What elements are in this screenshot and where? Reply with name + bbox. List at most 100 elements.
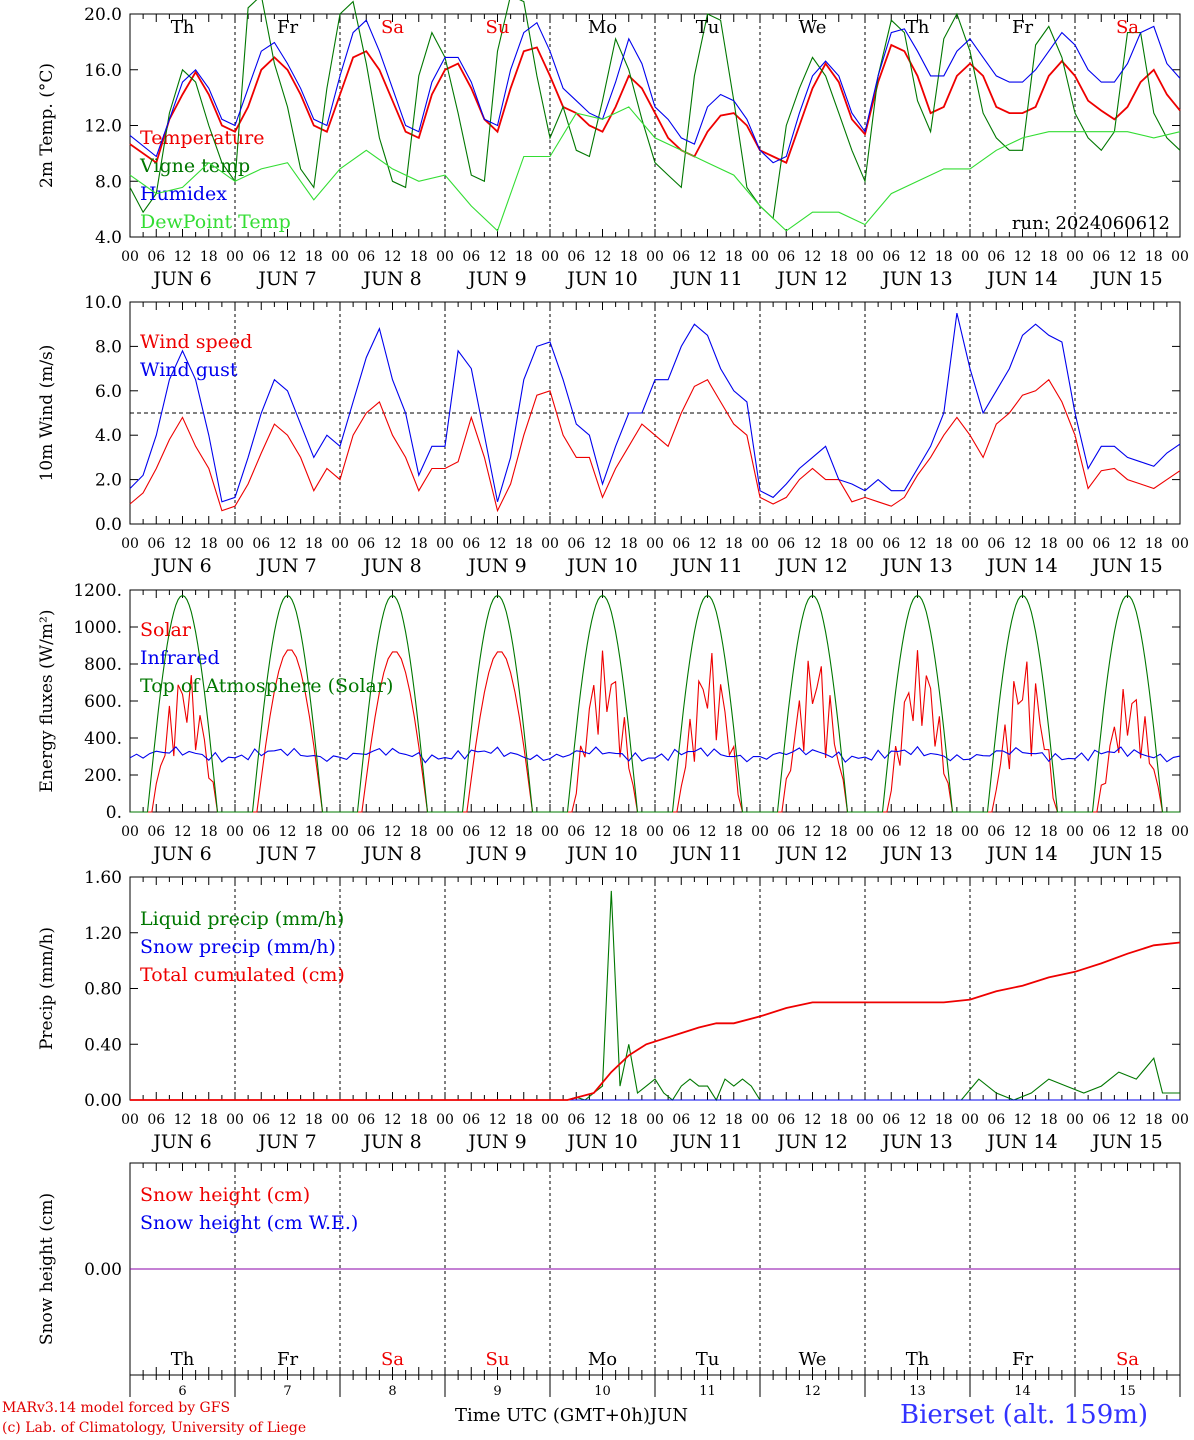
x-day-label: JUN 14 xyxy=(985,268,1057,290)
x-hour-label: 12 xyxy=(1119,536,1137,552)
x-hour-label: 18 xyxy=(620,1112,638,1128)
x-hour-label: 00 xyxy=(121,1112,139,1128)
x-day-label: JUN 15 xyxy=(1090,268,1162,290)
station-name: Bierset (alt. 159m) xyxy=(900,1400,1149,1430)
x-hour-label: 18 xyxy=(935,824,953,840)
x-minor-ticks xyxy=(129,302,1181,524)
x-minor-ticks xyxy=(129,14,1181,237)
x-hour-label: 12 xyxy=(279,824,297,840)
x-hour-label: 18 xyxy=(200,536,218,552)
x-day-label: JUN 6 xyxy=(151,555,211,577)
y-tick-label: 6.0 xyxy=(95,382,122,402)
x-hour-label: 06 xyxy=(882,536,900,552)
x-hour-label: 06 xyxy=(252,824,270,840)
x-hour-label: 06 xyxy=(462,249,480,265)
x-hour-label: 00 xyxy=(961,824,979,840)
x-hour-label: 18 xyxy=(515,824,533,840)
x-hour-label: 00 xyxy=(121,536,139,552)
series-line-2 xyxy=(130,941,1181,1101)
x-hour-label: 00 xyxy=(331,249,349,265)
x-hour-label: 00 xyxy=(1171,824,1189,840)
x-hour-label: 06 xyxy=(462,1112,480,1128)
x-hour-label: 06 xyxy=(567,1112,585,1128)
x-hour-label: 18 xyxy=(935,249,953,265)
x-hour-label: 00 xyxy=(646,536,664,552)
x-hour-label: 18 xyxy=(725,1112,743,1128)
panel-energy: 0. 200. 400. 600. 800. 1000. 1200. Energy fluxe… xyxy=(37,581,1189,865)
x-hour-label: 18 xyxy=(305,536,323,552)
x-hour-label: 18 xyxy=(1145,249,1163,265)
x-day-label: JUN 10 xyxy=(565,268,637,290)
x-hour-label: 12 xyxy=(489,536,507,552)
x-hour-label: 18 xyxy=(1040,536,1058,552)
weekday-label: Fr xyxy=(1012,1349,1033,1370)
x-day-label: JUN 14 xyxy=(985,555,1057,577)
x-hour-label: 06 xyxy=(987,824,1005,840)
x-day-label: JUN 7 xyxy=(256,555,316,577)
x-hour-label: 12 xyxy=(594,536,612,552)
x-hour-label: 00 xyxy=(751,824,769,840)
weekday-label: Tu xyxy=(696,1349,720,1370)
y-tick-label: 20.0 xyxy=(84,5,122,25)
x-day-label: JUN 6 xyxy=(151,1131,211,1153)
x-hour-label: 18 xyxy=(1040,824,1058,840)
x-day-label: JUN 7 xyxy=(256,843,316,865)
x-hour-label: 12 xyxy=(804,536,822,552)
x-hour-label: 00 xyxy=(436,1112,454,1128)
y-tick-label: 800. xyxy=(84,655,122,675)
legend-entry: DewPoint Temp xyxy=(140,211,291,233)
x-hour-label: 06 xyxy=(1092,1112,1110,1128)
date-label: 15 xyxy=(1119,1384,1136,1399)
x-hour-label: 00 xyxy=(121,824,139,840)
x-hour-label: 06 xyxy=(462,824,480,840)
legend-entry: Total cumulated (cm) xyxy=(140,964,345,986)
x-hour-label: 18 xyxy=(1145,824,1163,840)
x-hour-label: 00 xyxy=(1171,536,1189,552)
weekday-label: Fr xyxy=(1012,17,1033,38)
legend-entry: Top of Atmosphere (Solar) xyxy=(140,675,393,697)
x-hour-label: 06 xyxy=(147,1112,165,1128)
x-day-label: JUN 8 xyxy=(361,843,421,865)
x-hour-label: 00 xyxy=(961,1112,979,1128)
x-day-label: JUN 10 xyxy=(565,555,637,577)
series-line-0 xyxy=(129,43,1181,165)
x-hour-label: 06 xyxy=(672,249,690,265)
x-day-label: JUN 13 xyxy=(880,843,952,865)
date-label: 9 xyxy=(493,1384,501,1399)
legend-entry: Solar xyxy=(140,619,192,641)
weekday-label: Sa xyxy=(1116,17,1139,38)
x-hour-label: 18 xyxy=(725,249,743,265)
x-hour-label: 00 xyxy=(331,824,349,840)
x-hour-label: 12 xyxy=(909,824,927,840)
y-tick-label: 12.0 xyxy=(84,117,122,137)
weekday-label: Su xyxy=(486,17,510,38)
x-hour-label: 12 xyxy=(489,824,507,840)
x-hour-label: 06 xyxy=(672,536,690,552)
x-hour-label: 00 xyxy=(1066,1112,1084,1128)
x-hour-label: 18 xyxy=(620,249,638,265)
x-day-label: JUN 15 xyxy=(1090,1131,1162,1153)
x-hour-label: 18 xyxy=(935,536,953,552)
weekday-label: We xyxy=(799,1349,827,1370)
y-tick-label: 0.00 xyxy=(84,1260,122,1280)
x-hour-label: 12 xyxy=(1119,824,1137,840)
y-tick-label: 8.0 xyxy=(95,337,122,357)
x-hour-label: 12 xyxy=(384,249,402,265)
x-hour-label: 00 xyxy=(541,1112,559,1128)
legend-entry: Snow height (cm) xyxy=(140,1184,310,1206)
x-hour-label: 12 xyxy=(804,1112,822,1128)
y-tick-label: 0.0 xyxy=(95,515,122,535)
series-line-2 xyxy=(129,19,1181,164)
x-hour-label: 00 xyxy=(331,1112,349,1128)
x-hour-label: 00 xyxy=(226,536,244,552)
x-hour-label: 18 xyxy=(1040,1112,1058,1128)
y-axis-label: 10m Wind (m/s) xyxy=(37,345,57,482)
x-hour-label: 18 xyxy=(410,536,428,552)
date-label: 11 xyxy=(699,1384,716,1399)
x-hour-label: 06 xyxy=(357,824,375,840)
x-hour-label: 06 xyxy=(567,536,585,552)
x-hour-label: 18 xyxy=(1145,536,1163,552)
series-line-0 xyxy=(130,890,1180,1102)
x-hour-label: 06 xyxy=(672,1112,690,1128)
